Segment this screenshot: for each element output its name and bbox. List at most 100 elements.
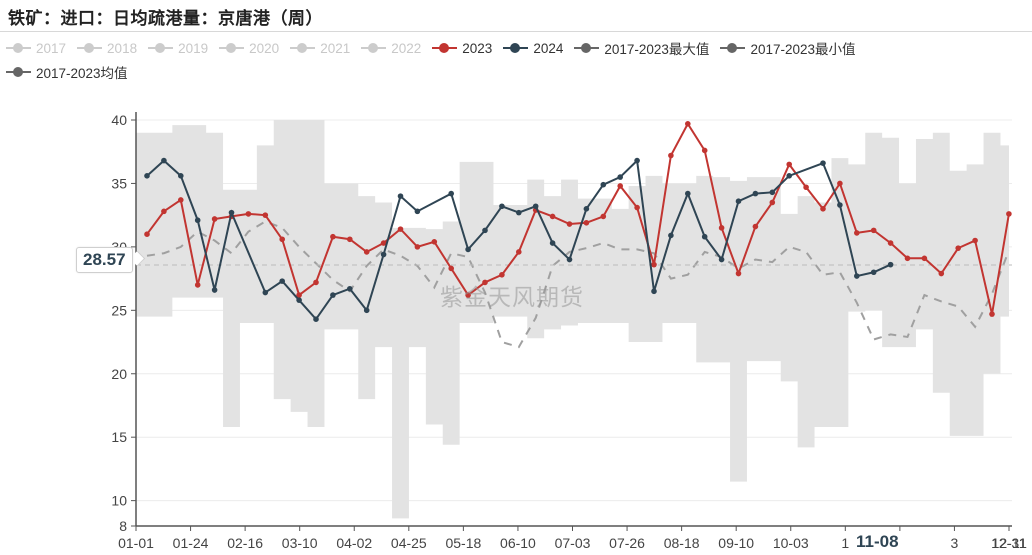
series-2024-point[interactable] [144, 173, 150, 179]
series-2023-point[interactable] [194, 282, 201, 288]
series-2023-point[interactable] [904, 255, 911, 262]
series-2023-point[interactable] [938, 270, 945, 277]
series-2023-point[interactable] [837, 180, 843, 187]
series-2023-point[interactable] [854, 230, 860, 236]
series-2023-point[interactable] [870, 227, 877, 234]
series-2024-point[interactable] [482, 227, 488, 234]
series-2024-point[interactable] [465, 246, 471, 253]
series-2024-point[interactable] [752, 190, 759, 197]
series-2024-point[interactable] [820, 160, 826, 166]
series-2024-point[interactable] [887, 261, 894, 268]
series-2024-point[interactable] [296, 297, 302, 303]
series-2023-point[interactable] [685, 121, 691, 127]
series-2024-point[interactable] [330, 292, 336, 298]
series-2024-point[interactable] [414, 208, 421, 215]
series-2024-point[interactable] [516, 209, 522, 216]
legend-item-2024[interactable]: 2024 [503, 41, 563, 56]
legend-item-2021[interactable]: 2021 [290, 41, 350, 56]
series-2023-point[interactable] [955, 245, 961, 251]
series-2023-point[interactable] [972, 237, 978, 244]
series-2023-point[interactable] [921, 255, 928, 262]
series-2024-point[interactable] [870, 269, 877, 276]
legend-item-2023[interactable]: 2023 [432, 41, 492, 56]
series-2023-point[interactable] [1006, 211, 1012, 217]
series-2023-point[interactable] [296, 292, 302, 298]
series-2023-point[interactable] [617, 183, 623, 189]
legend-item-2022[interactable]: 2022 [361, 41, 421, 56]
series-2023-point[interactable] [262, 212, 269, 218]
series-2023-point[interactable] [211, 216, 218, 222]
series-2024-point[interactable] [566, 256, 573, 263]
series-2024-point[interactable] [380, 251, 387, 258]
series-2024-point[interactable] [228, 209, 235, 216]
series-2023-point[interactable] [820, 206, 826, 212]
series-2023-point[interactable] [363, 249, 370, 255]
legend-item-2017-2023均值[interactable]: 2017-2023均值 [6, 62, 128, 82]
series-2023-point[interactable] [600, 213, 607, 220]
series-2024-point[interactable] [718, 256, 725, 263]
series-2023-point[interactable] [651, 261, 657, 268]
series-2023-point[interactable] [718, 225, 725, 231]
series-2024-point[interactable] [786, 173, 792, 179]
legend-item-2017-2023最小值[interactable]: 2017-2023最小值 [720, 38, 856, 58]
series-2023-point[interactable] [735, 270, 742, 277]
series-2024-point[interactable] [769, 189, 776, 196]
series-2023-point[interactable] [347, 236, 353, 243]
series-2023-point[interactable] [549, 213, 556, 220]
series-2023-point[interactable] [313, 279, 319, 286]
series-2023-point[interactable] [178, 197, 184, 203]
series-2023-point[interactable] [786, 161, 792, 168]
series-2024-point[interactable] [178, 173, 184, 179]
series-2023-point[interactable] [516, 249, 522, 255]
legend-item-2018[interactable]: 2018 [77, 41, 137, 56]
series-2023-point[interactable] [397, 226, 404, 232]
series-2023-point[interactable] [566, 221, 573, 227]
series-2024-point[interactable] [347, 285, 353, 292]
series-2023-point[interactable] [414, 244, 421, 250]
series-2024-point[interactable] [549, 240, 556, 246]
series-2023-point[interactable] [330, 233, 336, 240]
series-2024-point[interactable] [194, 217, 201, 224]
series-2023-point[interactable] [701, 147, 708, 154]
series-2023-point[interactable] [245, 211, 252, 217]
series-2023-point[interactable] [634, 204, 640, 211]
series-2024-point[interactable] [634, 157, 640, 164]
series-2023-point[interactable] [279, 236, 286, 243]
series-2023-point[interactable] [431, 239, 438, 245]
legend-item-2020[interactable]: 2020 [219, 41, 279, 56]
series-2023-point[interactable] [803, 184, 809, 191]
legend-item-2019[interactable]: 2019 [148, 41, 208, 56]
series-2024-point[interactable] [279, 278, 286, 284]
series-2024-point[interactable] [211, 287, 218, 293]
series-2024-point[interactable] [313, 316, 319, 322]
series-2024-point[interactable] [668, 232, 674, 239]
series-2024-point[interactable] [600, 181, 607, 188]
series-2024-point[interactable] [837, 202, 843, 208]
series-2023-point[interactable] [465, 292, 471, 298]
series-2024-point[interactable] [583, 206, 590, 212]
series-2024-point[interactable] [617, 174, 623, 180]
series-2023-point[interactable] [668, 152, 674, 159]
series-2024-point[interactable] [161, 157, 167, 164]
series-2023-point[interactable] [583, 219, 590, 226]
series-2024-point[interactable] [262, 289, 269, 296]
series-2024-point[interactable] [448, 190, 455, 197]
legend-item-2017[interactable]: 2017 [6, 41, 66, 56]
series-2023-point[interactable] [380, 240, 387, 246]
series-2024-point[interactable] [735, 198, 742, 204]
series-2024-point[interactable] [397, 193, 404, 199]
legend-item-2017-2023最大值[interactable]: 2017-2023最大值 [574, 38, 709, 58]
series-2023-point[interactable] [769, 199, 776, 206]
series-2023-point[interactable] [499, 271, 505, 278]
series-2024-point[interactable] [499, 203, 505, 210]
series-2023-point[interactable] [989, 311, 995, 317]
series-2024-point[interactable] [651, 288, 657, 295]
series-2024-point[interactable] [701, 233, 708, 240]
series-2023-point[interactable] [482, 279, 488, 286]
series-2024-point[interactable] [532, 203, 539, 210]
series-2023-point[interactable] [161, 208, 167, 215]
series-2023-point[interactable] [448, 265, 455, 272]
series-2023-point[interactable] [887, 240, 894, 246]
series-2024-point[interactable] [685, 190, 691, 197]
series-2024-point[interactable] [363, 307, 370, 314]
